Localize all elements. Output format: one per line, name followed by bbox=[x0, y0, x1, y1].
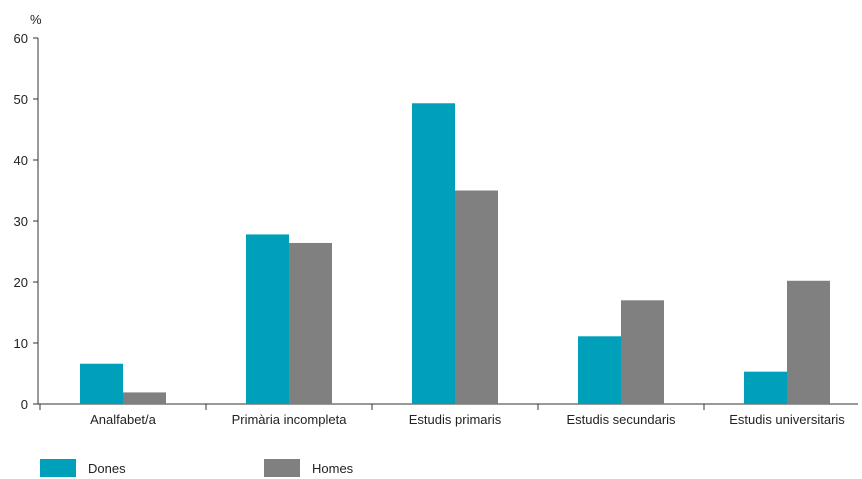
x-tick-label: Analfabet/a bbox=[90, 412, 157, 427]
legend-swatch-homes bbox=[264, 459, 300, 477]
y-axis: 0 10 20 30 40 50 60 bbox=[14, 31, 39, 412]
legend-label-dones: Dones bbox=[88, 461, 126, 476]
legend: Dones Homes bbox=[40, 459, 354, 477]
bar-homes bbox=[123, 392, 166, 404]
bar-homes bbox=[621, 300, 664, 404]
y-tick-label: 20 bbox=[14, 275, 28, 290]
x-tick-label: Primària incompleta bbox=[232, 412, 348, 427]
x-tick-label: Estudis universitaris bbox=[729, 412, 845, 427]
y-tick-label: 50 bbox=[14, 92, 28, 107]
bar-dones bbox=[578, 336, 621, 404]
bar-homes bbox=[289, 242, 332, 404]
legend-swatch-dones bbox=[40, 459, 76, 477]
y-tick-label: 10 bbox=[14, 336, 28, 351]
y-axis-label: % bbox=[30, 12, 42, 27]
bar-dones bbox=[246, 234, 289, 404]
bar-homes bbox=[787, 280, 830, 404]
x-axis: Analfabet/a Primària incompleta Estudis pr… bbox=[38, 403, 858, 427]
y-tick-label: 30 bbox=[14, 214, 28, 229]
bar-dones bbox=[412, 103, 455, 405]
legend-label-homes: Homes bbox=[312, 461, 354, 476]
x-tick-label: Estudis primaris bbox=[409, 412, 502, 427]
bars bbox=[80, 103, 830, 405]
y-tick-label: 60 bbox=[14, 31, 28, 46]
x-tick-label: Estudis secundaris bbox=[566, 412, 676, 427]
bar-dones bbox=[744, 371, 787, 404]
bar-dones bbox=[80, 363, 123, 404]
y-tick-label: 0 bbox=[21, 397, 28, 412]
bar-homes bbox=[455, 190, 498, 404]
y-tick-label: 40 bbox=[14, 153, 28, 168]
